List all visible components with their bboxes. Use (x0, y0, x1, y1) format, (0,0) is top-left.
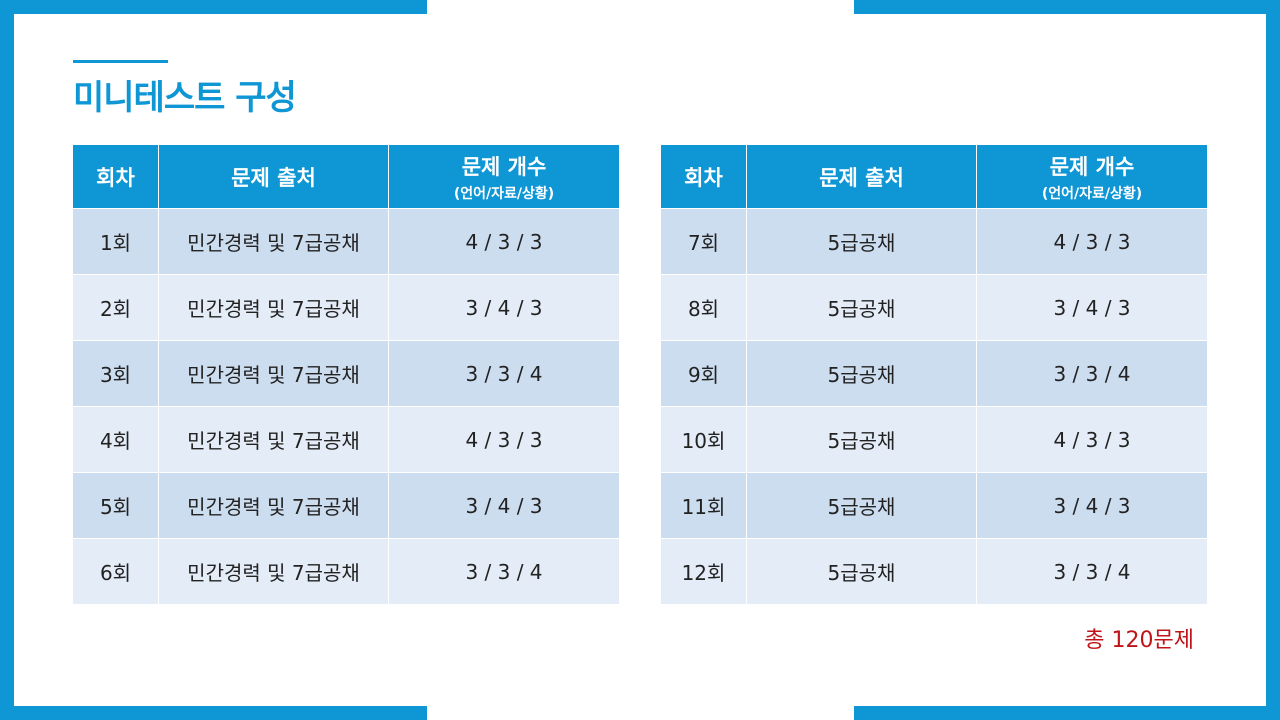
table-cell-source: 5급공채 (747, 407, 977, 473)
table-cell-count: 4 / 3 / 3 (389, 407, 619, 473)
header-round: 회차 (73, 145, 159, 209)
test-table-right: 회차 문제 출처 문제 개수 (언어/자료/상황) 7회 5급공채 4 / 3 … (661, 145, 1207, 605)
table-cell-source: 5급공채 (747, 275, 977, 341)
table-cell-source: 민간경력 및 7급공채 (159, 539, 389, 605)
table-cell-count: 3 / 3 / 4 (389, 539, 619, 605)
header-count-sublabel: (언어/자료/상황) (1041, 185, 1143, 202)
table-cell-round: 1회 (73, 209, 159, 275)
table-cell-count: 3 / 3 / 4 (977, 341, 1207, 407)
table-cell-round: 5회 (73, 473, 159, 539)
table-cell-round: 2회 (73, 275, 159, 341)
table-cell-count: 3 / 4 / 3 (977, 275, 1207, 341)
table-cell-round: 9회 (661, 341, 747, 407)
header-count: 문제 개수 (언어/자료/상황) (389, 145, 619, 209)
table-cell-source: 5급공채 (747, 209, 977, 275)
header-source: 문제 출처 (747, 145, 977, 209)
table-cell-source: 5급공채 (747, 341, 977, 407)
table-cell-source: 민간경력 및 7급공채 (159, 407, 389, 473)
table-cell-round: 4회 (73, 407, 159, 473)
table-cell-count: 3 / 4 / 3 (389, 275, 619, 341)
table-cell-count: 3 / 3 / 4 (389, 341, 619, 407)
table-cell-round: 10회 (661, 407, 747, 473)
table-cell-count: 3 / 4 / 3 (389, 473, 619, 539)
table-cell-source: 5급공채 (747, 539, 977, 605)
header-count-sublabel: (언어/자료/상황) (453, 185, 555, 202)
header-source: 문제 출처 (159, 145, 389, 209)
table-cell-count: 3 / 3 / 4 (977, 539, 1207, 605)
table-cell-count: 4 / 3 / 3 (389, 209, 619, 275)
table-cell-count: 4 / 3 / 3 (977, 209, 1207, 275)
table-cell-round: 6회 (73, 539, 159, 605)
title-rule (73, 60, 168, 63)
header-round: 회차 (661, 145, 747, 209)
slide-background-top-gap (427, 0, 854, 14)
table-cell-source: 민간경력 및 7급공채 (159, 473, 389, 539)
table-cell-round: 7회 (661, 209, 747, 275)
header-count-label: 문제 개수 (461, 154, 547, 179)
table-cell-round: 12회 (661, 539, 747, 605)
table-cell-count: 4 / 3 / 3 (977, 407, 1207, 473)
slide-background-bottom-gap (427, 706, 854, 720)
table-cell-round: 11회 (661, 473, 747, 539)
table-cell-source: 민간경력 및 7급공채 (159, 209, 389, 275)
table-cell-source: 민간경력 및 7급공채 (159, 275, 389, 341)
table-cell-round: 3회 (73, 341, 159, 407)
table-cell-count: 3 / 4 / 3 (977, 473, 1207, 539)
header-count: 문제 개수 (언어/자료/상황) (977, 145, 1207, 209)
page-title: 미니테스트 구성 (73, 78, 297, 118)
total-question-count: 총 120문제 (1084, 628, 1194, 653)
table-cell-source: 5급공채 (747, 473, 977, 539)
table-cell-source: 민간경력 및 7급공채 (159, 341, 389, 407)
header-count-label: 문제 개수 (1049, 154, 1135, 179)
table-cell-round: 8회 (661, 275, 747, 341)
test-table-left: 회차 문제 출처 문제 개수 (언어/자료/상황) 1회 민간경력 및 7급공채… (73, 145, 619, 605)
